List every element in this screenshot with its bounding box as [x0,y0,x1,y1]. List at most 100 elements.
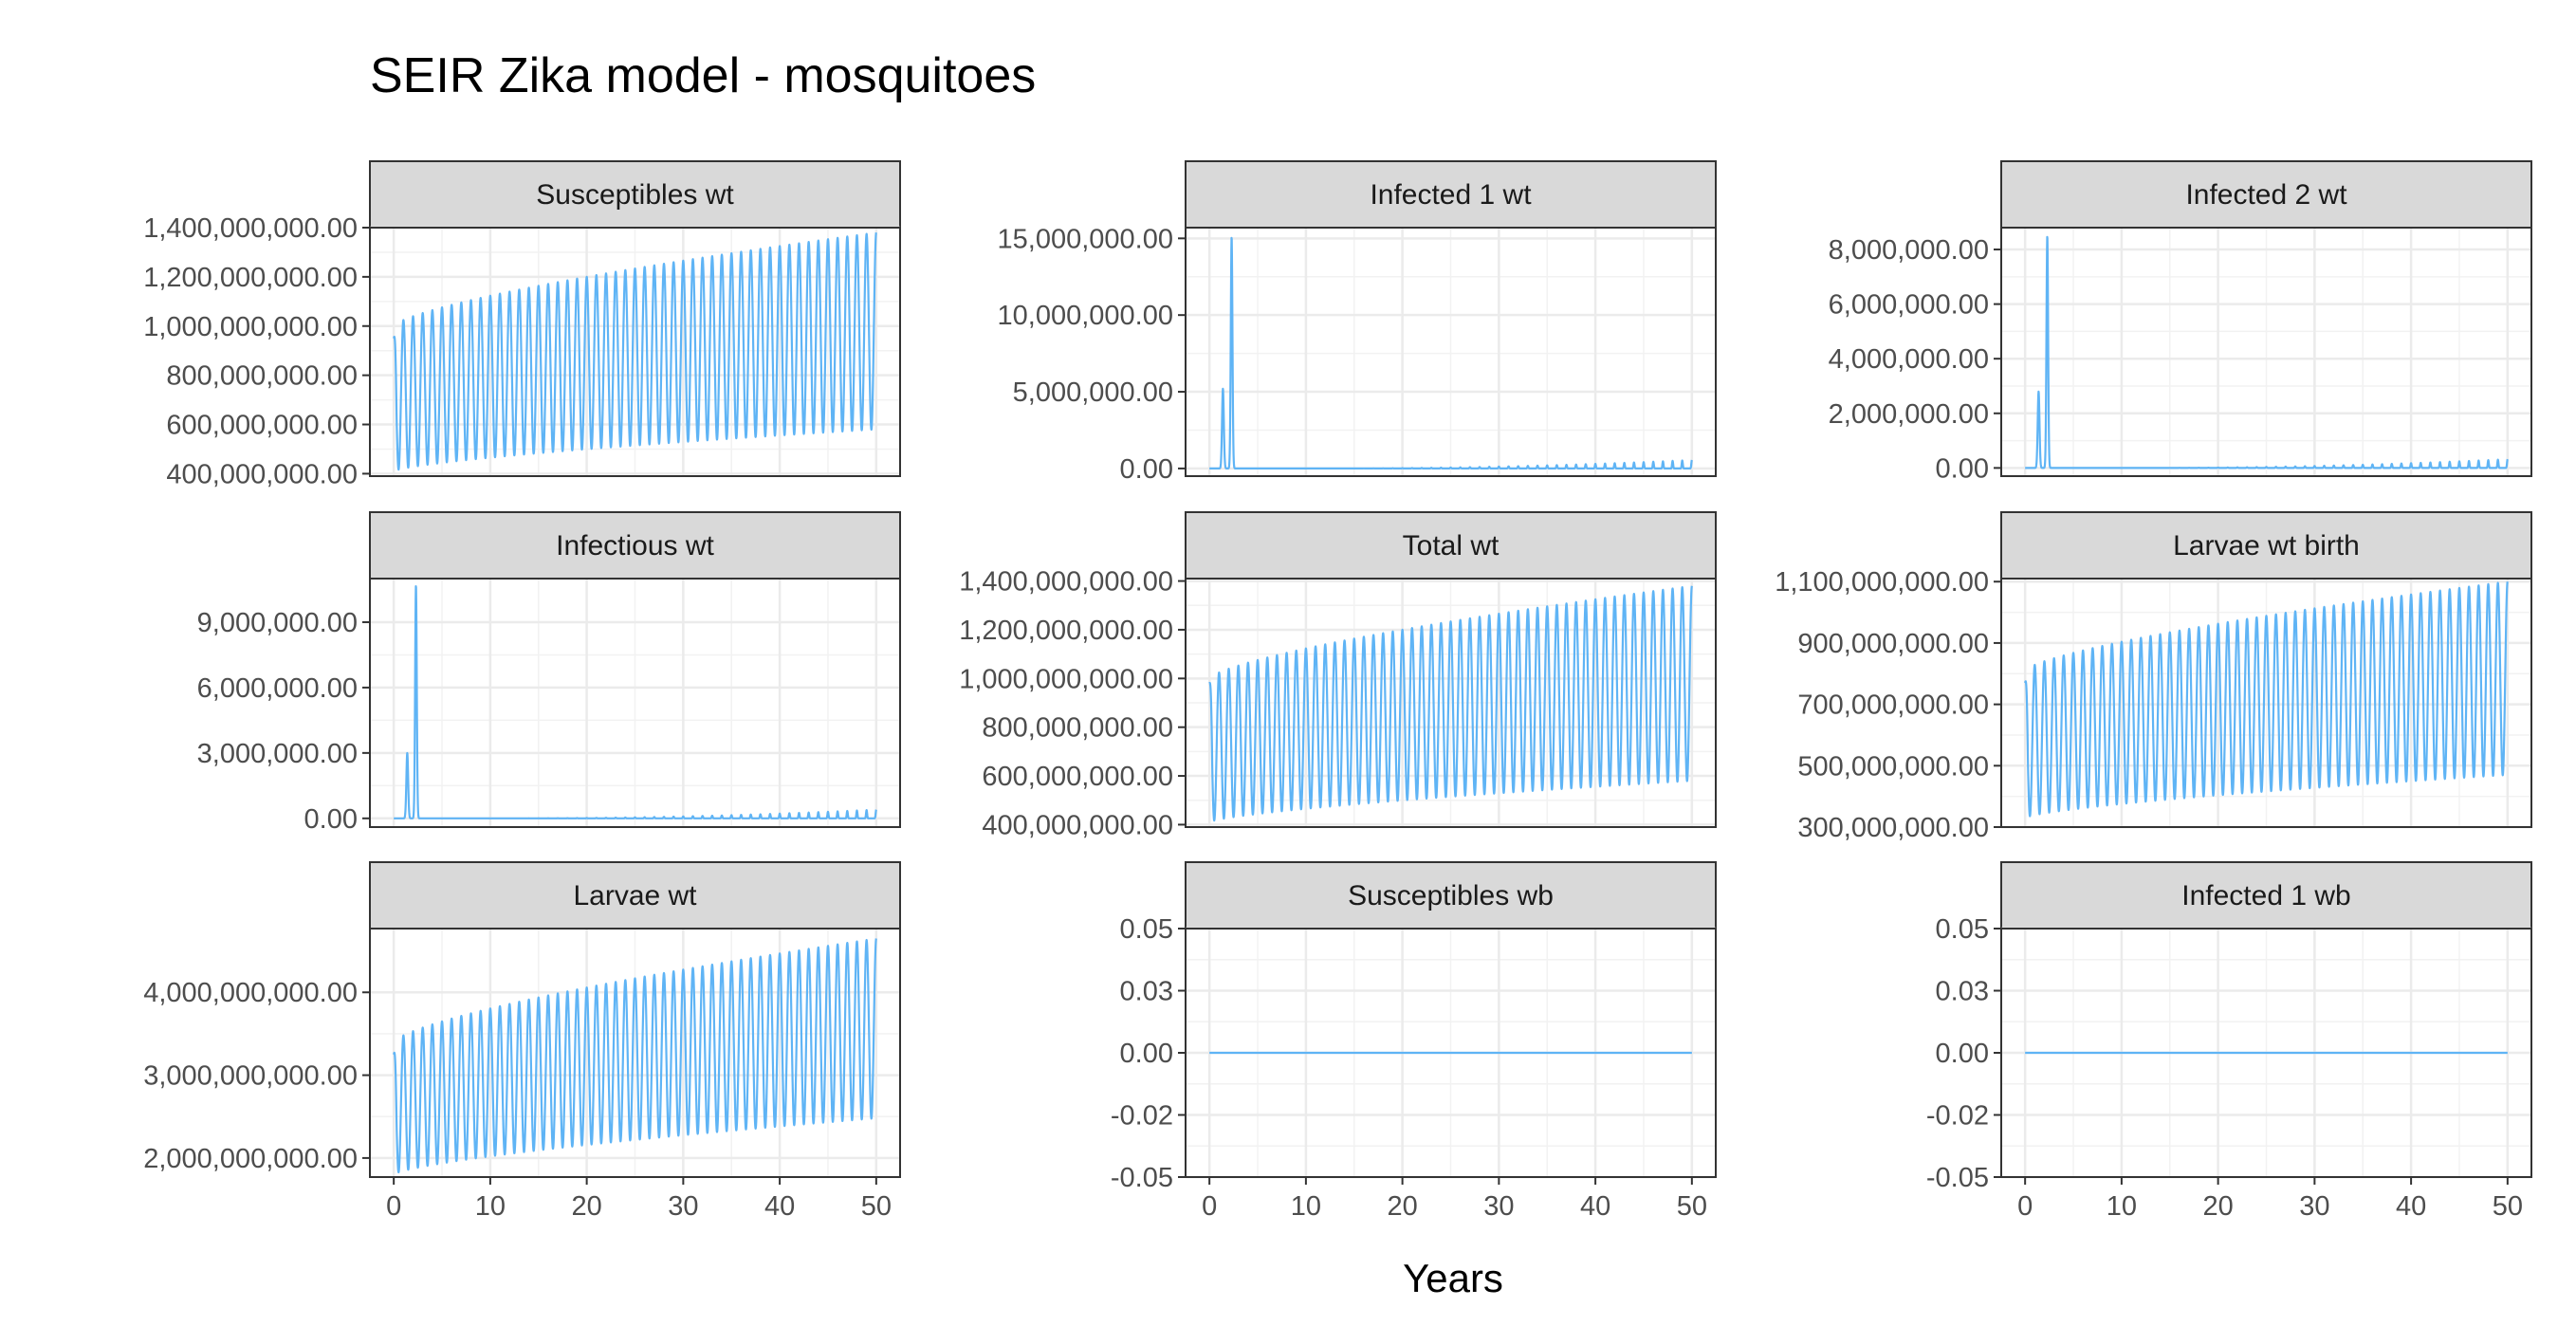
panel-infected-1-wt-strip [1185,160,1717,229]
panel-larvae-wt-y-tick-label: 3,000,000,000.00 [143,1061,358,1092]
panel-total-wt-y-tick-label: 600,000,000.00 [982,762,1173,792]
panel-susceptibles-wt-y-tick-label: 1,000,000,000.00 [143,312,358,342]
panel-susceptibles-wb-y-tick-label: 0.03 [1120,977,1173,1007]
panel-infected-2-wt-y-tick-label: 0.00 [1936,453,1989,484]
panel-infected-1-wt-series-line [1208,236,1693,470]
panel-susceptibles-wb-x-tick-label: 0 [1202,1191,1217,1222]
panel-infected-1-wb-y-tick-label: -0.02 [1926,1101,1989,1132]
panel-infected-1-wt-strip-label: Infected 1 wt [1370,179,1532,211]
panel-infected-1-wt-y-tick-label: 15,000,000.00 [998,224,1173,254]
panel-infectious-wt-series-line [393,584,877,819]
panel-larvae-wt-border [369,928,901,1178]
panel-larvae-wt: Larvae wt 2,000,000,000.00 3,000,000,000.0… [143,861,901,1222]
panel-infected-2-wt-y-tick-label: 6,000,000.00 [1829,290,1989,321]
panel-larvae-wt-y-tick-label: 2,000,000,000.00 [143,1144,358,1174]
panel-larvae-wt-birth: Larvae wt birth 300,000,000.00 500,000,000… [1775,511,2532,843]
panel-susceptibles-wt: Susceptibles wt 400,000,000.00 600,000,000… [143,160,901,489]
x-axis-label: Years [1403,1256,1503,1300]
chart-title: SEIR Zika model - mosquitoes [370,48,1036,103]
panel-larvae-wt-birth-strip-label: Larvae wt birth [2173,530,2360,562]
panel-total-wt-y-tick-label: 1,400,000,000.00 [959,567,1173,598]
panel-susceptibles-wb-x-tick-label: 20 [1387,1191,1417,1222]
panel-infected-1-wb-strip [2000,861,2532,930]
panel-susceptibles-wb-y-tick-label: -0.02 [1111,1101,1173,1132]
panel-susceptibles-wt-y-tick-label: 1,200,000,000.00 [143,263,358,293]
panel-larvae-wt-x-tick-label: 20 [571,1191,601,1222]
panel-susceptibles-wb-y-tick-label: 0.00 [1120,1039,1173,1069]
panel-total-wt: Total wt 400,000,000.00 600,000,000.00 800,… [959,511,1717,840]
panel-infected-2-wt-strip-label: Infected 2 wt [2185,179,2347,211]
panel-larvae-wt-birth-border [2000,578,2532,828]
panel-susceptibles-wt-strip [369,160,901,229]
panel-larvae-wt-strip [369,861,901,930]
panel-total-wt-y-tick-label: 1,000,000,000.00 [959,664,1173,694]
panel-infectious-wt-y-tick-label: 9,000,000.00 [197,608,358,638]
panel-larvae-wt-birth-y-tick-label: 900,000,000.00 [1797,629,1989,659]
panel-infected-2-wt-border [2000,227,2532,477]
panel-susceptibles-wt-y-tick-label: 800,000,000.00 [166,361,358,392]
panel-infectious-wt-y-tick-label: 3,000,000.00 [197,739,358,769]
panel-susceptibles-wb-x-tick-label: 10 [1291,1191,1321,1222]
panel-infectious-wt: Infectious wt 0.00 3,000,000.00 6,000,000.0… [197,511,901,835]
panel-infected-1-wb-x-tick-label: 10 [2107,1191,2137,1222]
panel-infected-1-wb-y-tick-label: 0.05 [1936,914,1989,945]
panel-susceptibles-wb-x-tick-label: 50 [1677,1191,1707,1222]
panel-infectious-wt-y-tick-label: 6,000,000.00 [197,673,358,704]
panel-infected-1-wb: Infected 1 wb -0.05 -0.02 0.00 0.03 0.05 0 10 20… [1926,861,2532,1222]
panel-total-wt-y-tick-label: 400,000,000.00 [982,810,1173,840]
panel-larvae-wt-y-tick-label: 4,000,000,000.00 [143,978,358,1008]
panel-larvae-wt-birth-series-line [2024,580,2509,818]
panel-infected-1-wb-x-tick-label: 50 [2493,1191,2523,1222]
panel-larvae-wt-birth-y-tick-label: 300,000,000.00 [1797,813,1989,843]
panel-susceptibles-wb-y-tick-label: 0.05 [1120,914,1173,945]
panel-infected-1-wt-border [1185,227,1717,477]
panel-susceptibles-wb-strip-label: Susceptibles wb [1348,880,1554,911]
facet-panels: Susceptibles wt 400,000,000.00 600,000,000… [143,160,2532,1222]
panel-infected-1-wb-strip-label: Infected 1 wb [2181,880,2350,911]
panel-infected-1-wb-y-tick-label: -0.05 [1926,1163,1989,1193]
panel-infected-1-wb-x-tick-label: 30 [2299,1191,2329,1222]
panel-infected-1-wb-x-tick-label: 20 [2202,1191,2233,1222]
panel-susceptibles-wb-strip [1185,861,1717,930]
panel-larvae-wt-series-line [393,938,877,1174]
panel-infected-2-wt-y-tick-label: 8,000,000.00 [1829,235,1989,266]
panel-infected-2-wt-series-line [2024,235,2509,469]
panel-susceptibles-wt-y-tick-label: 1,400,000,000.00 [143,213,358,244]
panel-infected-1-wt-y-tick-label: 10,000,000.00 [998,301,1173,331]
panel-infectious-wt-strip-label: Infectious wt [556,530,714,562]
panel-larvae-wt-birth-strip [2000,511,2532,580]
panel-larvae-wt-x-tick-label: 50 [861,1191,892,1222]
panel-infected-1-wt-y-tick-label: 5,000,000.00 [1013,377,1173,408]
panel-larvae-wt-x-tick-label: 0 [386,1191,401,1222]
panel-infectious-wt-strip [369,511,901,580]
panel-susceptibles-wt-y-tick-label: 600,000,000.00 [166,411,358,441]
panel-larvae-wt-x-tick-label: 10 [475,1191,506,1222]
panel-larvae-wt-birth-y-tick-label: 500,000,000.00 [1797,751,1989,782]
panel-infected-2-wt-y-tick-label: 4,000,000.00 [1829,344,1989,375]
panel-larvae-wt-birth-y-tick-label: 700,000,000.00 [1797,690,1989,721]
panel-infected-1-wb-x-tick-label: 0 [2017,1191,2033,1222]
panel-total-wt-strip [1185,511,1717,580]
panel-larvae-wt-strip-label: Larvae wt [573,880,697,911]
panel-susceptibles-wt-y-tick-label: 400,000,000.00 [166,459,358,489]
panel-larvae-wt-birth-y-tick-label: 1,100,000,000.00 [1775,567,1989,598]
panel-infected-2-wt-strip [2000,160,2532,229]
panel-infected-1-wt-y-tick-label: 0.00 [1120,454,1173,485]
panel-total-wt-y-tick-label: 800,000,000.00 [982,713,1173,744]
panel-susceptibles-wt-series-line [393,231,877,471]
panel-susceptibles-wb-y-tick-label: -0.05 [1111,1163,1173,1193]
panel-infected-1-wt: Infected 1 wt 0.00 5,000,000.00 10,000,000.… [998,160,1717,485]
panel-total-wt-y-tick-label: 1,200,000,000.00 [959,616,1173,646]
panel-susceptibles-wt-border [369,227,901,477]
panel-infected-1-wb-x-tick-label: 40 [2396,1191,2426,1222]
panel-total-wt-strip-label: Total wt [1403,530,1500,562]
panel-infectious-wt-y-tick-label: 0.00 [304,804,358,835]
panel-susceptibles-wt-strip-label: Susceptibles wt [536,179,734,211]
panel-susceptibles-wb-x-tick-label: 40 [1580,1191,1610,1222]
panel-infected-1-wb-y-tick-label: 0.03 [1936,977,1989,1007]
panel-susceptibles-wb: Susceptibles wb -0.05 -0.02 0.00 0.03 0.05 0 10… [1111,861,1717,1222]
panel-infected-2-wt: Infected 2 wt 0.00 2,000,000.00 4,000,000.0… [1829,160,2532,484]
panel-total-wt-series-line [1208,585,1693,822]
panel-susceptibles-wb-x-tick-label: 30 [1483,1191,1514,1222]
